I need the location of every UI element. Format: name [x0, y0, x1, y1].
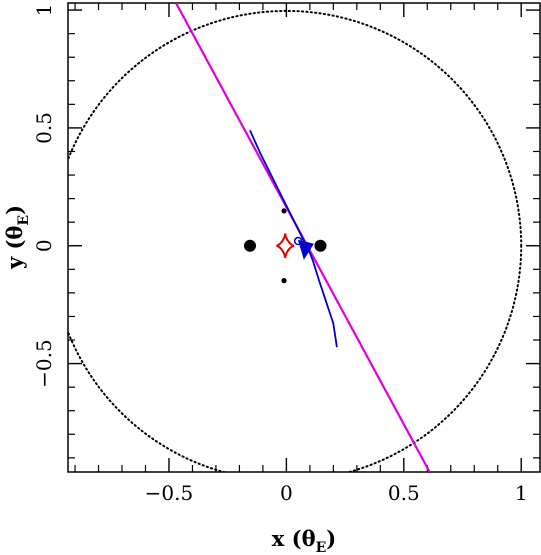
x-tick-label: 1 — [515, 481, 528, 505]
y-tick-labels: −0.5 0 0.5 1 — [32, 4, 56, 388]
image-dot — [281, 278, 287, 284]
lens-mass-dot — [314, 239, 327, 252]
y-tick-label: 0.5 — [32, 112, 56, 144]
x-tick-label: 0 — [280, 481, 293, 505]
x-tick-labels: −0.5 0 0.5 1 — [145, 481, 528, 505]
source-position-marker — [297, 239, 314, 260]
y-tick-label: 1 — [32, 4, 56, 17]
lens-mass-dot — [243, 239, 256, 252]
caustic-curve — [276, 233, 295, 259]
y-tick-label: 0 — [32, 239, 56, 252]
plot-frame — [67, 2, 541, 473]
y-tick-label: −0.5 — [32, 339, 56, 388]
minor-ticks — [68, 3, 540, 472]
y-axis-label: y (θE) — [2, 205, 32, 270]
einstein-ring — [68, 9, 523, 472]
x-axis-label: x (θE) — [272, 526, 336, 555]
x-tick-label: −0.5 — [145, 481, 194, 505]
major-ticks — [68, 3, 540, 472]
image-dot — [281, 208, 287, 214]
x-tick-label: 0.5 — [388, 481, 420, 505]
